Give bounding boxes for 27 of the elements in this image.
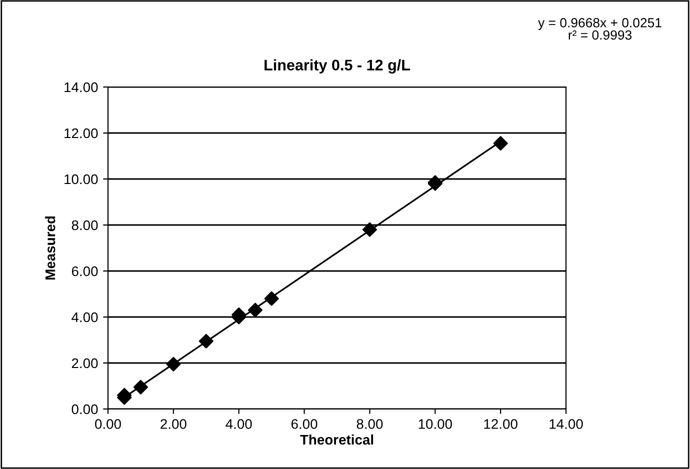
point <box>248 302 262 318</box>
y-tick-label: 0.00 <box>72 404 98 414</box>
point <box>198 334 214 348</box>
y-tick-label: 14.00 <box>64 82 98 92</box>
point <box>133 380 148 394</box>
x-tick-label: 2.00 <box>160 419 186 429</box>
x-tick-label: 6.00 <box>291 419 318 429</box>
y-tick-label: 4.00 <box>72 312 98 322</box>
point <box>362 222 377 237</box>
x-axis-title: Theoretical <box>300 434 374 445</box>
x-tick-label: 10.00 <box>418 419 452 429</box>
x-tick-label: 12.00 <box>484 419 518 429</box>
x-tick-label: 4.00 <box>226 419 252 429</box>
y-tick-label: 2.00 <box>72 358 98 368</box>
point <box>264 291 279 306</box>
chart-title: Linearity 0.5 - 12 g/L <box>264 59 410 74</box>
point <box>166 356 181 372</box>
y-tick-label: 6.00 <box>72 266 98 276</box>
x-tick-label: 8.00 <box>356 419 383 429</box>
y-tick-label: 10.00 <box>64 174 98 184</box>
y-axis-title: Measured <box>45 216 56 280</box>
point <box>493 136 508 151</box>
x-tick-label: 0.00 <box>95 419 121 429</box>
x-tick-label: 14.00 <box>550 419 583 429</box>
y-tick-label: 8.00 <box>72 220 98 230</box>
y-tick-label: 12.00 <box>64 128 98 138</box>
text: y = 0.9668x + 0.0251 r² = 0.9993 <box>538 18 662 40</box>
